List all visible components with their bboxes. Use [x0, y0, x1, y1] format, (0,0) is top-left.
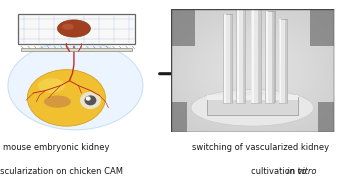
FancyBboxPatch shape: [318, 102, 334, 132]
FancyBboxPatch shape: [170, 102, 187, 132]
Ellipse shape: [8, 41, 143, 130]
FancyBboxPatch shape: [207, 97, 298, 115]
FancyBboxPatch shape: [267, 11, 276, 103]
FancyBboxPatch shape: [223, 14, 232, 103]
Ellipse shape: [62, 24, 74, 30]
FancyBboxPatch shape: [224, 14, 226, 103]
FancyBboxPatch shape: [272, 11, 275, 103]
Text: in vitro: in vitro: [287, 167, 317, 177]
Ellipse shape: [44, 95, 71, 108]
Text: mouse embryonic kidney: mouse embryonic kidney: [3, 143, 109, 152]
Circle shape: [85, 96, 96, 105]
FancyBboxPatch shape: [252, 2, 262, 103]
Text: in vivo: in vivo: [33, 102, 76, 115]
FancyBboxPatch shape: [251, 2, 254, 103]
FancyBboxPatch shape: [207, 95, 298, 100]
FancyBboxPatch shape: [18, 14, 135, 44]
FancyBboxPatch shape: [237, 7, 239, 103]
FancyBboxPatch shape: [236, 7, 245, 103]
FancyBboxPatch shape: [224, 14, 233, 103]
FancyBboxPatch shape: [285, 19, 287, 103]
Circle shape: [81, 92, 100, 108]
Ellipse shape: [38, 78, 65, 93]
Circle shape: [86, 97, 90, 100]
FancyBboxPatch shape: [279, 19, 287, 103]
Text: in vitro: in vitro: [235, 102, 283, 115]
FancyBboxPatch shape: [266, 11, 268, 103]
Ellipse shape: [191, 89, 314, 126]
FancyBboxPatch shape: [279, 19, 281, 103]
FancyBboxPatch shape: [170, 9, 195, 46]
Ellipse shape: [27, 70, 105, 126]
FancyBboxPatch shape: [243, 7, 245, 103]
Text: cultivation to: cultivation to: [251, 167, 309, 177]
Text: switching of vascularized kidney: switching of vascularized kidney: [192, 143, 329, 152]
FancyBboxPatch shape: [229, 14, 232, 103]
FancyBboxPatch shape: [237, 7, 246, 103]
FancyBboxPatch shape: [265, 11, 275, 103]
Ellipse shape: [57, 20, 90, 37]
Text: vascularization on chicken CAM: vascularization on chicken CAM: [0, 167, 123, 177]
FancyBboxPatch shape: [251, 2, 261, 103]
FancyBboxPatch shape: [21, 48, 132, 51]
FancyBboxPatch shape: [258, 2, 261, 103]
FancyBboxPatch shape: [310, 9, 334, 46]
FancyBboxPatch shape: [280, 19, 288, 103]
